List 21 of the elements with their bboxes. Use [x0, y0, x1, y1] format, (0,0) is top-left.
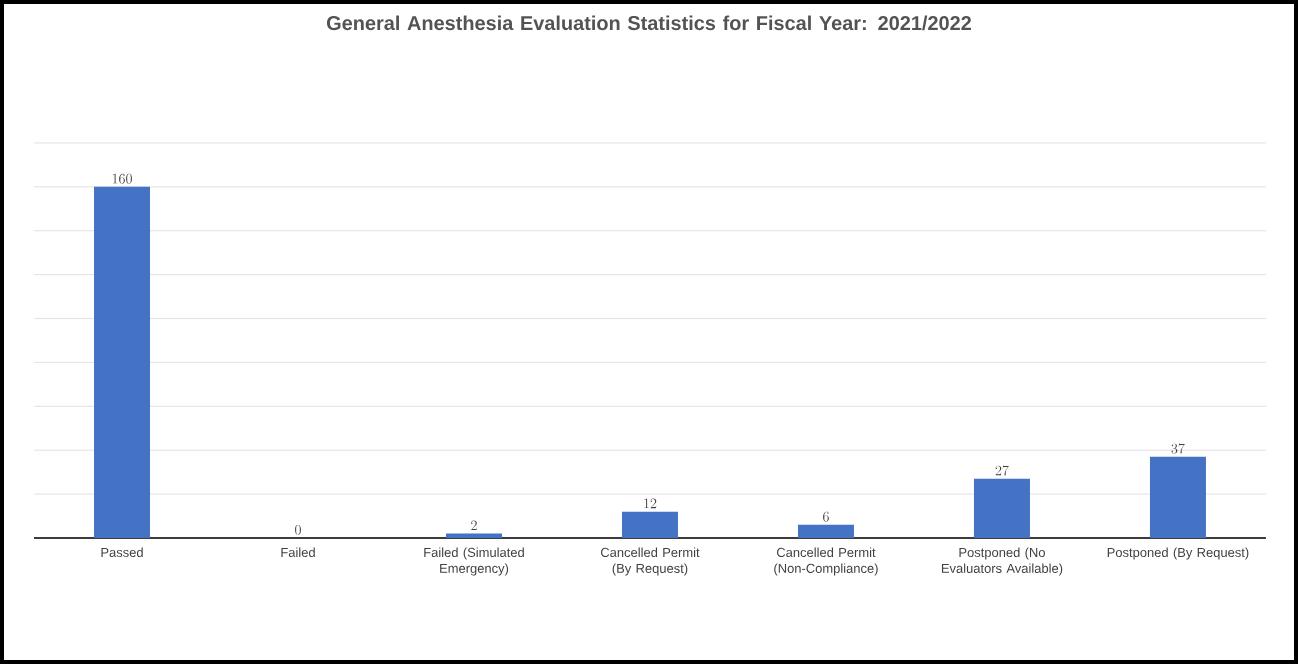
bar	[973, 478, 1030, 538]
data-label: 0	[295, 524, 301, 535]
x-tick-label: Passed	[101, 547, 143, 558]
x-tick-label: Postponed (No Evaluators Available)	[941, 547, 1063, 576]
x-tick-label: Failed	[281, 547, 315, 558]
x-tick-label: Postponed (By Request)	[1107, 547, 1249, 560]
bar	[94, 186, 151, 538]
data-label: 37	[1171, 443, 1185, 454]
data-label: 160	[112, 173, 132, 184]
x-tick-label: Cancelled Permit (Non-Compliance)	[774, 547, 878, 576]
bar	[1149, 456, 1206, 538]
x-tick-label: Failed (Simulated Emergency)	[424, 547, 524, 576]
bar	[445, 533, 502, 538]
data-label: 6	[823, 511, 829, 522]
bar	[621, 511, 678, 538]
bar	[797, 524, 854, 538]
x-tick-label: Cancelled Permit (By Request)	[600, 547, 700, 576]
chart-title: General Anesthesia Evaluation Statistics for Fiscal Year: 2021/2022	[326, 15, 971, 31]
data-label: 12	[644, 498, 657, 509]
data-label: 27	[995, 465, 1009, 476]
data-label: 2	[471, 520, 477, 531]
